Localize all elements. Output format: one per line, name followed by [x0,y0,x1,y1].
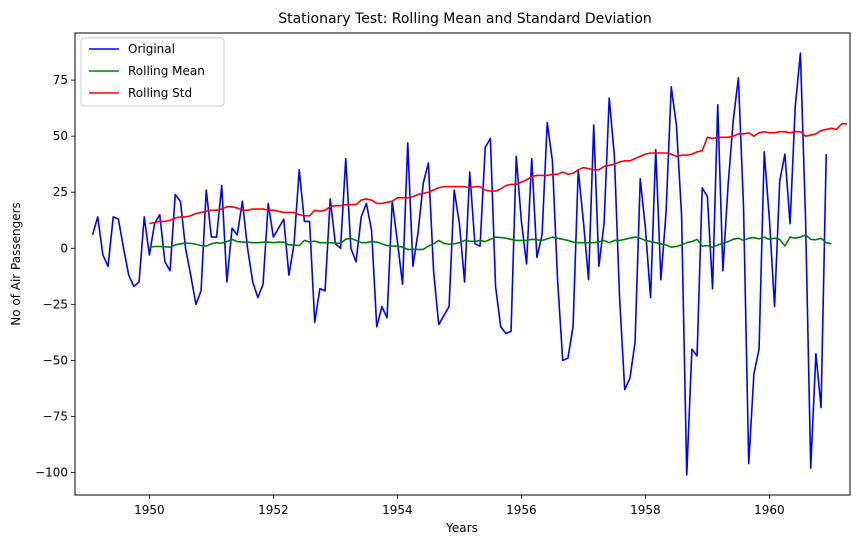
x-axis-label: Years [445,521,478,535]
legend-box [80,37,225,107]
y-tick-label: −100 [35,466,68,480]
x-tick-label: 1954 [382,503,413,517]
legend-label-rolling-mean: Rolling Mean [128,64,205,78]
y-tick-label: −50 [43,353,68,367]
series-line-rolling-std [149,123,847,225]
series-line-original [91,52,828,476]
x-tick-label: 1960 [754,503,785,517]
series-line-rolling-mean [149,234,832,251]
x-tick-label: 1952 [258,503,289,517]
y-tick-label: −25 [43,297,68,311]
legend-label-original: Original [128,42,175,56]
legend: Original Rolling Mean Rolling Std [80,37,225,107]
y-tick-label: −75 [43,410,68,424]
x-tick-label: 1950 [134,503,165,517]
y-tick-label: 0 [60,241,68,255]
x-tick-label: 1956 [506,503,537,517]
ticks-layer: 1950 1952 1954 1956 1958 1960 −100 −75 −50 −25 0 25… [35,73,785,517]
y-axis-label: No of Air Passengers [9,202,23,326]
y-tick-label: 75 [53,73,68,87]
x-tick-label: 1958 [630,503,661,517]
y-tick-label: 25 [53,185,68,199]
chart-title: Stationary Test: Rolling Mean and Standa… [278,11,652,27]
series-layer [91,52,847,476]
legend-label-rolling-std: Rolling Std [128,86,192,100]
y-tick-label: 50 [53,129,68,143]
plot-area-frame [74,32,851,496]
